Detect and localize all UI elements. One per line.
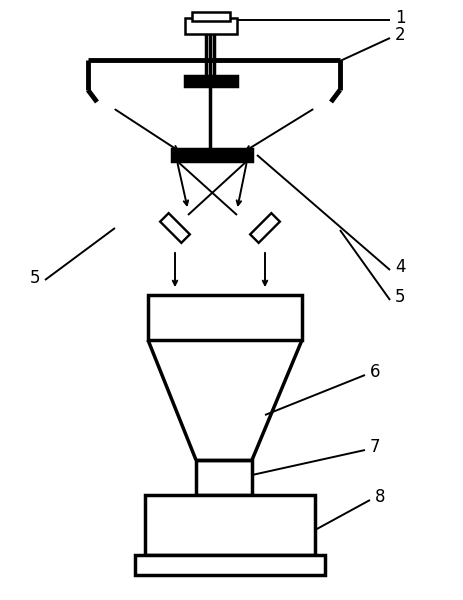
Bar [135,555,325,575]
Text: 5: 5 [30,269,40,287]
Bar [148,295,302,340]
Bar [196,460,252,495]
Bar [185,76,237,86]
Bar [172,149,252,161]
Text: 6: 6 [370,363,381,381]
Text: 7: 7 [370,438,381,456]
Text: 8: 8 [375,488,386,506]
Bar [192,12,230,21]
Text: 2: 2 [395,26,406,44]
Text: 4: 4 [395,258,406,276]
Bar [145,495,315,555]
Polygon shape [160,213,190,243]
Text: 5: 5 [395,288,406,306]
Text: 1: 1 [395,9,406,27]
Polygon shape [250,213,280,243]
Bar [185,18,237,34]
